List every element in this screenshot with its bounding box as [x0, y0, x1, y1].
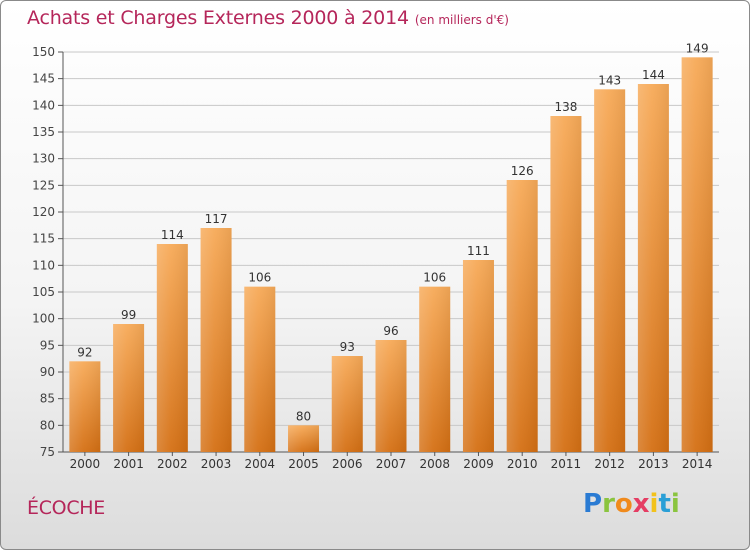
bar-shine: [244, 286, 276, 452]
bar-shine: [200, 228, 232, 452]
y-tick-label: 85: [40, 392, 55, 406]
x-tick-label: 2012: [594, 457, 625, 471]
y-tick-label: 140: [32, 98, 55, 112]
bar-shine: [462, 260, 494, 452]
proxiti-logo: Proxiti: [583, 489, 680, 519]
chart-unit: (en milliers d'€): [414, 13, 509, 27]
x-tick-label: 2008: [419, 457, 450, 471]
bar-shine: [331, 356, 363, 452]
data-label: 114: [161, 228, 184, 242]
data-label: 93: [340, 340, 355, 354]
data-label: 111: [467, 244, 490, 258]
x-tick-label: 2002: [157, 457, 188, 471]
bar-shine: [288, 425, 320, 452]
bar-shine: [594, 89, 626, 452]
data-label: 143: [598, 73, 621, 87]
data-label: 149: [686, 41, 709, 55]
chart-title-text: Achats et Charges Externes 2000 à 2014: [27, 7, 409, 29]
x-tick-label: 2000: [70, 457, 101, 471]
x-tick-label: 2004: [245, 457, 276, 471]
y-tick-label: 125: [32, 178, 55, 192]
y-tick-label: 105: [32, 285, 55, 299]
y-tick-label: 115: [32, 232, 55, 246]
y-tick-label: 80: [40, 418, 55, 432]
y-tick-labels: 75 80 85 90 95 100 105 110 115 120 125 130 135 140 145…: [32, 45, 55, 459]
data-label: 80: [296, 409, 311, 423]
y-tick-label: 95: [40, 338, 55, 352]
x-tick-label: 2010: [507, 457, 538, 471]
y-tick-label: 145: [32, 72, 55, 86]
x-tick-labels: 2000 2001 2002 2003 2004 2005 2006 2007 2008 2009…: [70, 452, 713, 471]
bar-shine: [419, 286, 451, 452]
data-label: 106: [423, 271, 446, 285]
y-tick-label: 90: [40, 365, 55, 379]
data-label: 126: [511, 164, 534, 178]
x-tick-label: 2003: [201, 457, 232, 471]
data-label: 144: [642, 68, 665, 82]
y-tick-label: 120: [32, 205, 55, 219]
x-tick-label: 2011: [551, 457, 582, 471]
town-name: ÉCOCHE: [27, 497, 105, 519]
data-label: 117: [205, 212, 228, 226]
x-tick-label: 2005: [288, 457, 319, 471]
bar-shine: [375, 340, 407, 452]
x-tick-label: 2009: [463, 457, 494, 471]
x-tick-label: 2014: [682, 457, 713, 471]
data-label: 99: [121, 308, 136, 322]
bar-shine: [156, 244, 188, 452]
y-tick-label: 130: [32, 152, 55, 166]
x-tick-label: 2001: [113, 457, 144, 471]
bar-shine: [69, 361, 101, 452]
bar-shine: [681, 57, 713, 452]
bar-shine: [550, 116, 582, 452]
bar-shine: [637, 84, 669, 452]
y-tick-label: 100: [32, 312, 55, 326]
y-tick-label: 135: [32, 125, 55, 139]
y-tick-label: 75: [40, 445, 55, 459]
y-tick-label: 150: [32, 45, 55, 59]
chart-title: Achats et Charges Externes 2000 à 2014 (e…: [27, 7, 509, 29]
bar-shine: [113, 324, 145, 452]
bar-shine: [506, 180, 538, 452]
data-label: 92: [77, 345, 92, 359]
data-label: 138: [554, 100, 577, 114]
x-tick-label: 2007: [376, 457, 407, 471]
x-tick-label: 2013: [638, 457, 669, 471]
data-label: 96: [383, 324, 398, 338]
data-labels: 92 99 114 117 106 80 93 96 106 111 126 138 143 144 149: [77, 41, 708, 423]
bars: [69, 57, 713, 452]
y-tick-label: 110: [32, 258, 55, 272]
data-label: 106: [248, 271, 271, 285]
x-tick-label: 2006: [332, 457, 363, 471]
